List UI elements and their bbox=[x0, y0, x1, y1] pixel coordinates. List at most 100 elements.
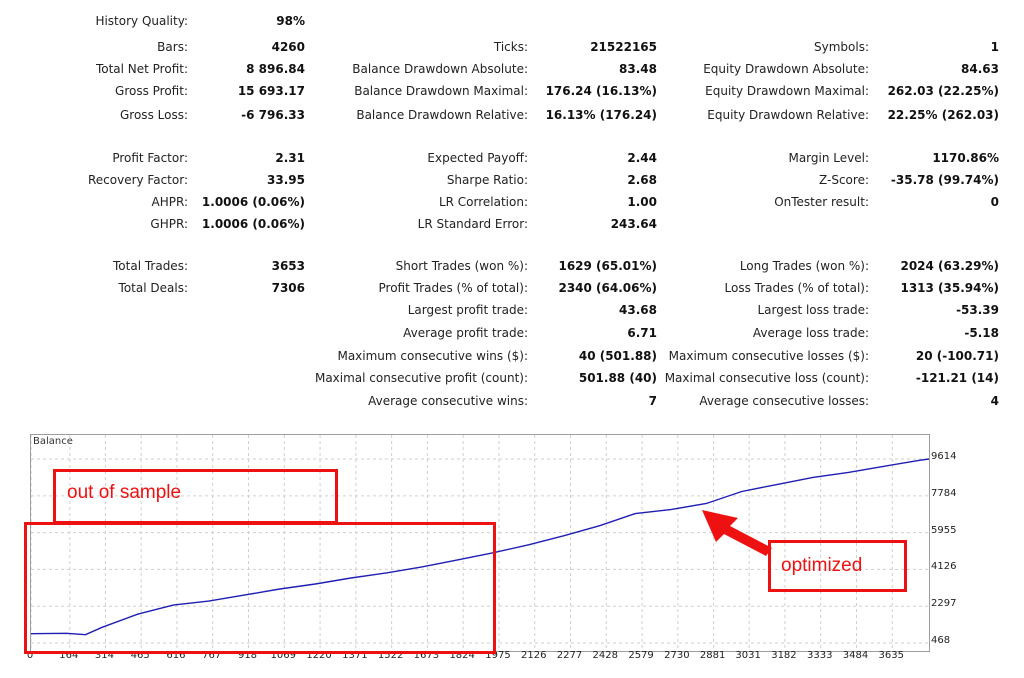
stat-label: Equity Drawdown Maximal: bbox=[705, 84, 869, 98]
x-tick-label: 3333 bbox=[806, 650, 833, 661]
x-tick-label: 1975 bbox=[485, 650, 511, 661]
stat-label: Gross Profit: bbox=[115, 84, 188, 98]
stat-value: -121.21 (14) bbox=[915, 371, 999, 385]
stat-label: Profit Trades (% of total): bbox=[378, 281, 528, 295]
stat-label: Symbols: bbox=[814, 40, 869, 54]
stat-value: 501.88 (40) bbox=[578, 371, 657, 385]
stat-label: Balance Drawdown Maximal: bbox=[354, 84, 528, 98]
stat-value: 98% bbox=[276, 14, 305, 28]
stat-value: 243.64 bbox=[610, 217, 657, 231]
x-tick-label: 616 bbox=[166, 650, 186, 661]
stat-label: Total Net Profit: bbox=[95, 62, 188, 76]
x-tick-label: 2277 bbox=[556, 650, 583, 661]
stat-value: 2.68 bbox=[627, 173, 657, 187]
stat-value: 4260 bbox=[271, 40, 305, 54]
stat-label: OnTester result: bbox=[774, 195, 869, 209]
out-of-sample-label: out of sample bbox=[67, 482, 182, 503]
optimized-label: optimized bbox=[781, 555, 863, 576]
stat-label: AHPR: bbox=[151, 195, 188, 209]
stat-value: 1.0006 (0.06%) bbox=[201, 195, 305, 209]
y-tick-label: 468 bbox=[931, 635, 951, 646]
stat-value: 0 bbox=[990, 195, 999, 209]
stat-value: 8 896.84 bbox=[246, 62, 305, 76]
x-tick-label: 767 bbox=[202, 650, 222, 661]
stat-value: 176.24 (16.13%) bbox=[545, 84, 657, 98]
stat-label: LR Standard Error: bbox=[417, 217, 528, 231]
stat-label: Bars: bbox=[157, 40, 188, 54]
stat-label: LR Correlation: bbox=[438, 195, 528, 209]
stat-value: 1.00 bbox=[627, 195, 657, 209]
report-stats: History Quality: 98% Bars: 4260 Total Net Pr… bbox=[88, 14, 999, 408]
stat-label: Maximal consecutive profit (count): bbox=[314, 371, 528, 385]
x-tick-label: 3484 bbox=[842, 650, 869, 661]
stat-value: 40 (501.88) bbox=[578, 349, 657, 363]
stat-label: Largest loss trade: bbox=[757, 303, 869, 317]
stat-value: 22.25% (262.03) bbox=[887, 108, 999, 122]
stat-value: 83.48 bbox=[619, 62, 657, 76]
x-tick-label: 3635 bbox=[878, 650, 904, 661]
x-tick-label: 1673 bbox=[413, 650, 440, 661]
stat-value: 6.71 bbox=[627, 326, 657, 340]
y-tick-label: 9614 bbox=[931, 451, 957, 462]
x-tick-label: 164 bbox=[59, 650, 79, 661]
stat-value: 33.95 bbox=[267, 173, 305, 187]
stat-value: 3653 bbox=[271, 259, 305, 273]
stat-value: 1629 (65.01%) bbox=[558, 259, 657, 273]
stat-label: Average loss trade: bbox=[752, 326, 869, 340]
stat-label: Maximum consecutive wins ($): bbox=[337, 349, 528, 363]
stat-label: Maximum consecutive losses ($): bbox=[668, 349, 869, 363]
stat-label: GHPR: bbox=[150, 217, 188, 231]
stat-value: 84.63 bbox=[961, 62, 999, 76]
optimized-arrow-icon bbox=[702, 510, 772, 556]
stat-label: Ticks: bbox=[493, 40, 528, 54]
stat-value: 262.03 (22.25%) bbox=[887, 84, 999, 98]
y-tick-label: 5955 bbox=[931, 524, 957, 536]
stat-label: Equity Drawdown Relative: bbox=[707, 108, 869, 122]
stat-label: Short Trades (won %): bbox=[395, 259, 528, 273]
y-tick-label: 2297 bbox=[931, 598, 957, 610]
x-tick-label: 2881 bbox=[699, 650, 726, 661]
stat-value: 1 bbox=[990, 40, 999, 54]
balance-chart-svg bbox=[31, 435, 929, 651]
stat-value: 2024 (63.29%) bbox=[900, 259, 999, 273]
balance-line bbox=[31, 458, 929, 636]
stat-label: Margin Level: bbox=[788, 151, 869, 165]
stat-value: -6 796.33 bbox=[241, 108, 305, 122]
stat-value: 1.0006 (0.06%) bbox=[201, 217, 305, 231]
y-tick-label: 7784 bbox=[931, 487, 957, 499]
x-tick-label: 1220 bbox=[306, 650, 332, 661]
x-tick-label: 0 bbox=[26, 650, 34, 661]
stat-value: 21522165 bbox=[590, 40, 657, 54]
x-tick-label: 3182 bbox=[771, 650, 797, 661]
x-tick-label: 314 bbox=[94, 650, 114, 661]
stat-value: 2.31 bbox=[275, 151, 305, 165]
stat-label: Balance Drawdown Absolute: bbox=[352, 62, 528, 76]
stat-label: Loss Trades (% of total): bbox=[724, 281, 870, 295]
stat-label: Maximal consecutive loss (count): bbox=[664, 371, 869, 385]
stat-value: 4 bbox=[990, 394, 999, 408]
x-tick-label: 3031 bbox=[735, 650, 761, 661]
stat-value: 1313 (35.94%) bbox=[900, 281, 999, 295]
stat-label: History Quality: bbox=[95, 14, 188, 28]
stat-label: Long Trades (won %): bbox=[739, 259, 869, 273]
x-tick-label: 2428 bbox=[592, 650, 619, 661]
stat-value: 43.68 bbox=[619, 303, 657, 317]
x-tick-label: 1522 bbox=[377, 650, 404, 661]
stat-value: -53.39 bbox=[956, 303, 999, 317]
x-tick-label: 1824 bbox=[449, 650, 475, 661]
stat-value: -35.78 (99.74%) bbox=[890, 173, 999, 187]
stat-label: Total Deals: bbox=[118, 281, 188, 295]
stat-label: Z-Score: bbox=[819, 173, 869, 187]
stat-value: 1170.86% bbox=[932, 151, 999, 165]
stat-label: Largest profit trade: bbox=[407, 303, 528, 317]
x-tick-label: 2730 bbox=[664, 650, 690, 661]
stat-value: -5.18 bbox=[964, 326, 999, 340]
stat-label: Average consecutive wins: bbox=[368, 394, 528, 408]
stat-value: 15 693.17 bbox=[237, 84, 305, 98]
out-of-sample-region-box bbox=[24, 522, 496, 654]
stat-value: 7 bbox=[648, 394, 657, 408]
stat-label: Sharpe Ratio: bbox=[446, 173, 528, 187]
stat-value: 2.44 bbox=[627, 151, 657, 165]
stat-value: 2340 (64.06%) bbox=[558, 281, 657, 295]
stat-label: Average profit trade: bbox=[403, 326, 528, 340]
